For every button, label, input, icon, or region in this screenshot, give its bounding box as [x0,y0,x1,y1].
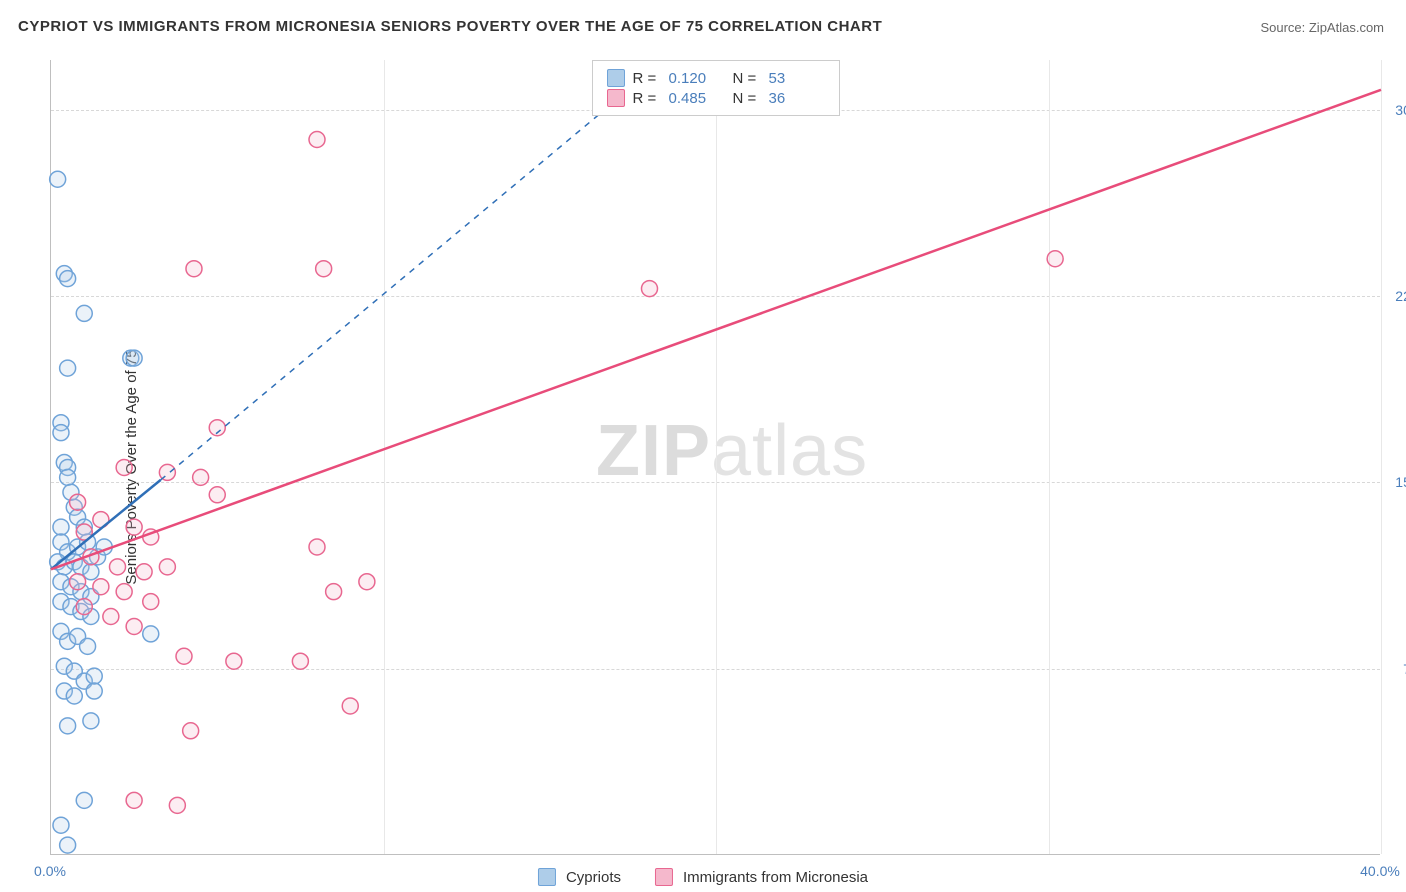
legend-stats-row: R = 0.120 N = 53 [607,69,825,87]
data-point-micronesia [209,487,225,503]
data-point-micronesia [116,584,132,600]
legend-label-micronesia: Immigrants from Micronesia [683,869,868,886]
data-point-micronesia [76,599,92,615]
svg-layer [51,60,1380,854]
data-point-micronesia [136,564,152,580]
data-point-cypriots [60,718,76,734]
data-point-cypriots [86,668,102,684]
regression-ext-cypriots [161,72,650,479]
r-label: R = [633,70,661,87]
data-point-cypriots [143,626,159,642]
data-point-micronesia [309,539,325,555]
legend-label-cypriots: Cypriots [566,869,621,886]
legend-series: Cypriots Immigrants from Micronesia [538,868,868,886]
data-point-micronesia [103,609,119,625]
data-point-micronesia [70,494,86,510]
x-tick-label: 40.0% [1360,863,1400,879]
chart-area: Seniors Poverty Over the Age of 75 ZIPat… [0,42,1406,892]
data-point-cypriots [80,638,96,654]
data-point-micronesia [126,618,142,634]
x-tick-label: 0.0% [34,863,66,879]
data-point-micronesia [143,594,159,610]
data-point-cypriots [60,469,76,485]
legend-swatch-cypriots [538,868,556,886]
data-point-micronesia [93,579,109,595]
n-label: N = [733,90,761,107]
data-point-micronesia [159,559,175,575]
data-point-cypriots [60,271,76,287]
gridline-v [1381,60,1382,854]
data-point-micronesia [226,653,242,669]
data-point-micronesia [126,792,142,808]
data-point-micronesia [70,574,86,590]
data-point-micronesia [110,559,126,575]
data-point-micronesia [126,519,142,535]
data-point-cypriots [83,713,99,729]
data-point-micronesia [159,464,175,480]
data-point-cypriots [126,350,142,366]
data-point-cypriots [76,305,92,321]
data-point-micronesia [176,648,192,664]
n-label: N = [733,70,761,87]
data-point-micronesia [326,584,342,600]
r-value-micronesia: 0.485 [669,90,725,107]
regression-line-micronesia [51,90,1381,569]
n-value-micronesia: 36 [769,90,825,107]
data-point-micronesia [342,698,358,714]
data-point-cypriots [83,564,99,580]
data-point-micronesia [292,653,308,669]
data-point-cypriots [50,171,66,187]
data-point-micronesia [193,469,209,485]
source-label: Source: ZipAtlas.com [1260,20,1384,35]
chart-title: CYPRIOT VS IMMIGRANTS FROM MICRONESIA SE… [18,18,882,35]
legend-stats: R = 0.120 N = 53 R = 0.485 N = 36 [592,60,840,116]
data-point-micronesia [359,574,375,590]
y-tick-label: 15.0% [1385,474,1406,490]
data-point-cypriots [60,360,76,376]
y-tick-label: 7.5% [1385,661,1406,677]
data-point-micronesia [309,132,325,148]
y-tick-label: 30.0% [1385,102,1406,118]
plot-region: ZIPatlas R = 0.120 N = 53 R = 0.485 N = … [50,60,1380,855]
r-label: R = [633,90,661,107]
data-point-micronesia [169,797,185,813]
data-point-micronesia [1047,251,1063,267]
data-point-micronesia [183,723,199,739]
data-point-cypriots [53,425,69,441]
data-point-cypriots [60,837,76,853]
data-point-cypriots [53,817,69,833]
data-point-micronesia [186,261,202,277]
data-point-cypriots [53,519,69,535]
data-point-micronesia [642,281,658,297]
r-value-cypriots: 0.120 [669,70,725,87]
data-point-cypriots [86,683,102,699]
legend-swatch-micronesia [655,868,673,886]
data-point-micronesia [116,459,132,475]
legend-swatch-cypriots [607,69,625,87]
legend-swatch-micronesia [607,89,625,107]
data-point-micronesia [316,261,332,277]
n-value-cypriots: 53 [769,70,825,87]
y-tick-label: 22.5% [1385,288,1406,304]
data-point-cypriots [66,688,82,704]
data-point-cypriots [76,792,92,808]
legend-stats-row: R = 0.485 N = 36 [607,89,825,107]
